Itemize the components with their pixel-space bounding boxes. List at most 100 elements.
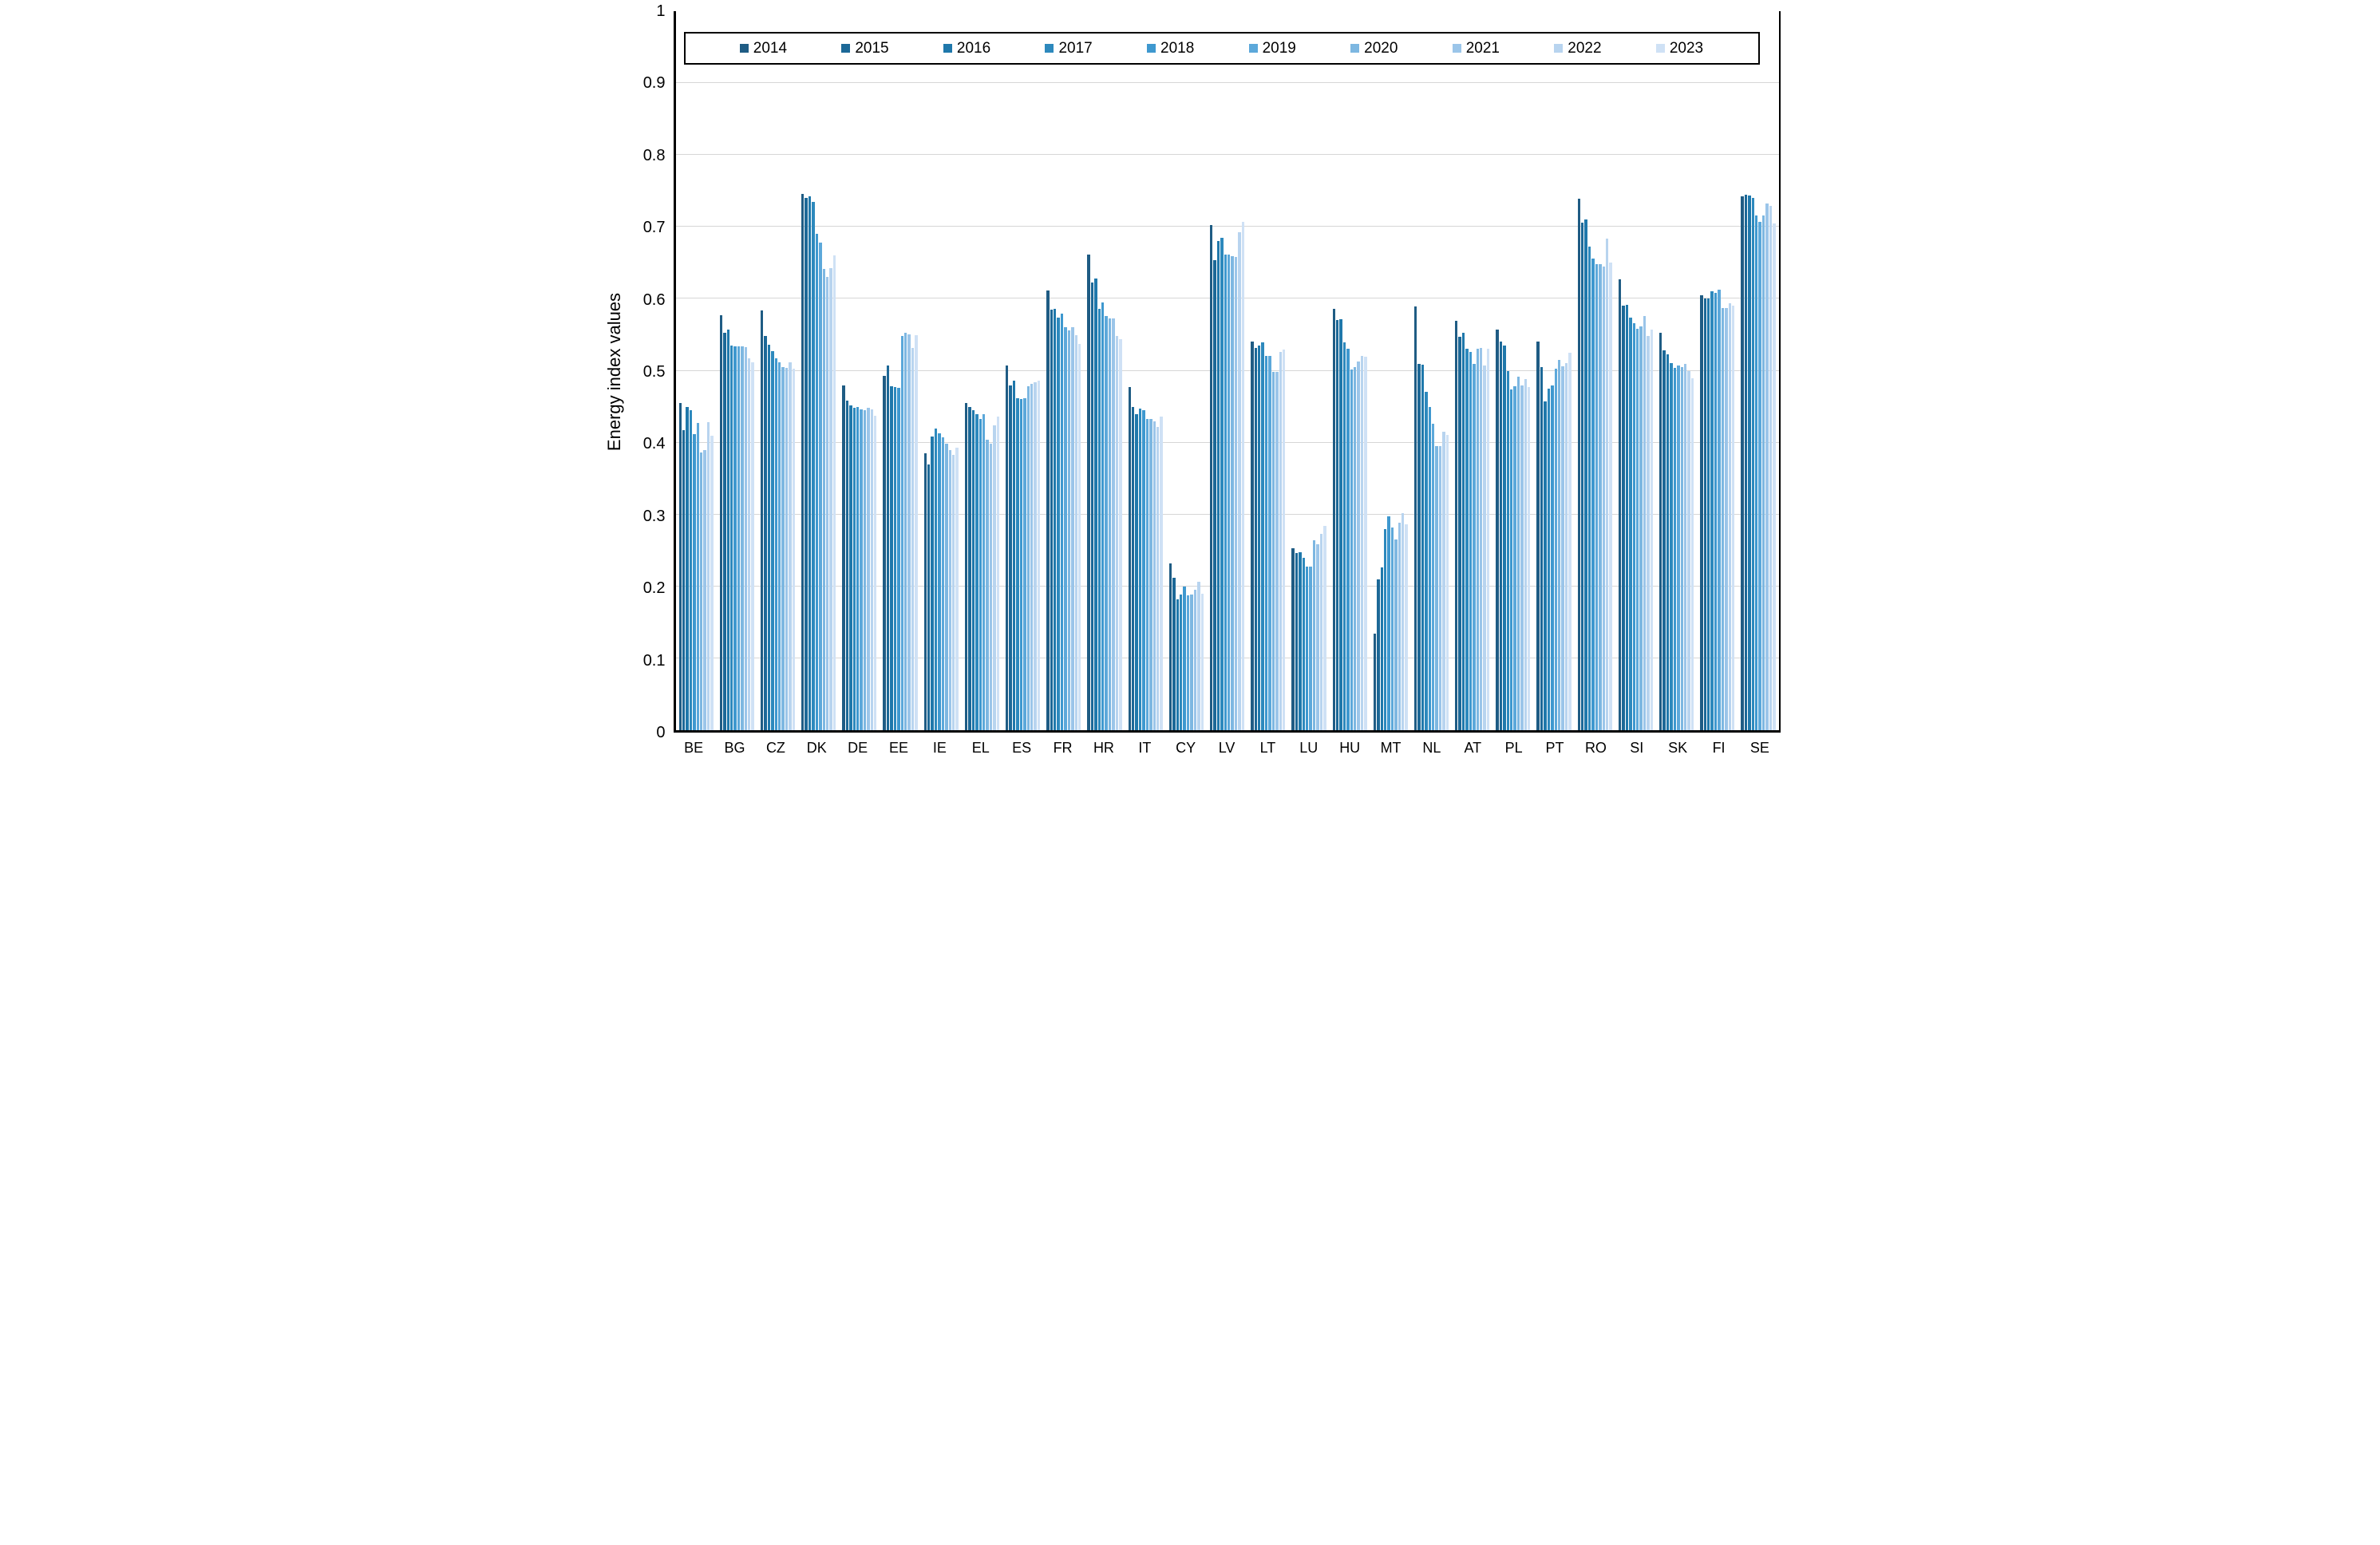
bar-group-hr — [1084, 11, 1125, 730]
bar-pt-2018 — [1551, 385, 1554, 730]
bar-el-2020 — [986, 440, 989, 730]
bar-fr-2021 — [1071, 326, 1074, 730]
bar-ie-2022 — [952, 454, 955, 730]
bar-bg-2016 — [726, 330, 729, 730]
bar-ro-2020 — [1599, 264, 1602, 730]
bar-si-2021 — [1643, 316, 1647, 730]
bar-group-si — [1615, 11, 1656, 730]
bar-it-2014 — [1128, 387, 1131, 730]
x-axis-label-at: AT — [1464, 740, 1482, 756]
bar-se-2021 — [1765, 203, 1769, 730]
bar-cz-2017 — [771, 351, 774, 730]
bar-lu-2019 — [1309, 567, 1312, 730]
bar-fi-2019 — [1718, 289, 1721, 730]
gridline — [675, 513, 1779, 515]
bar-fi-2016 — [1707, 298, 1710, 730]
legend-label-2020: 2020 — [1364, 39, 1398, 57]
x-axis-label-be: BE — [684, 740, 704, 756]
legend-swatch-2018 — [1147, 44, 1156, 53]
x-axis-label-bg: BG — [724, 740, 745, 756]
bar-lu-2014 — [1291, 548, 1295, 730]
bar-group-cz — [757, 11, 798, 730]
bar-el-2015 — [968, 407, 971, 730]
bar-be-2015 — [682, 430, 686, 730]
bar-de-2020 — [863, 410, 867, 730]
bar-nl-2020 — [1435, 446, 1438, 730]
legend-swatch-2014 — [739, 44, 749, 53]
bar-be-2016 — [686, 406, 689, 730]
bar-si-2022 — [1647, 336, 1650, 730]
legend-label-2014: 2014 — [753, 39, 788, 57]
bar-at-2022 — [1483, 366, 1486, 730]
bar-hu-2017 — [1342, 342, 1346, 730]
y-tick-label: 0.4 — [642, 435, 666, 453]
bar-pt-2015 — [1540, 367, 1544, 730]
plot-area: 2014 2015 2016 2017 2018 2019 2020 2021 2022 2023 — [673, 11, 1781, 733]
x-axis-label-mt: MT — [1380, 740, 1402, 756]
x-axis-label-hr: HR — [1093, 740, 1114, 756]
bar-hu-2015 — [1335, 320, 1339, 730]
legend-label-2021: 2021 — [1465, 39, 1500, 57]
bar-si-2019 — [1635, 329, 1639, 730]
bar-sk-2014 — [1659, 332, 1662, 730]
bar-nl-2021 — [1438, 446, 1442, 730]
bar-es-2015 — [1009, 385, 1012, 730]
bar-hu-2016 — [1339, 318, 1342, 730]
bar-nl-2017 — [1425, 391, 1428, 730]
bar-dk-2022 — [829, 267, 832, 730]
legend-swatch-2015 — [841, 44, 851, 53]
x-axis-label-ee: EE — [889, 740, 909, 756]
bar-lt-2020 — [1271, 372, 1275, 730]
bar-at-2017 — [1465, 348, 1469, 730]
bar-group-lu — [1288, 11, 1329, 730]
legend-item-2020: 2020 — [1350, 40, 1398, 57]
bar-group-sk — [1656, 11, 1697, 730]
gridline — [675, 585, 1779, 587]
y-axis: 1 0.9 0.8 0.7 0.6 0.5 0.4 0.3 0.2 0.1 0 — [632, 3, 674, 741]
x-axis-label-lu: LU — [1299, 740, 1318, 756]
legend-swatch-2023 — [1655, 44, 1665, 53]
bar-be-2021 — [703, 449, 706, 730]
x-axis-labels: BE BG CZ DK DE EE IE EL ES FR HR IT CY LV LT LU HU MT NL AT… — [674, 733, 1781, 769]
bars-layer — [676, 11, 1779, 730]
bar-mt-2015 — [1377, 579, 1380, 730]
bar-at-2018 — [1469, 352, 1473, 730]
bar-sk-2019 — [1677, 366, 1680, 730]
bar-fr-2017 — [1057, 317, 1060, 730]
y-axis-title-cell: Energy index values — [597, 11, 632, 733]
bar-se-2016 — [1748, 195, 1751, 730]
legend-label-2016: 2016 — [956, 39, 991, 57]
bar-lv-2014 — [1209, 224, 1213, 730]
x-axis-label-nl: NL — [1422, 740, 1441, 756]
x-axis-label-lt: LT — [1259, 740, 1276, 756]
bar-fr-2018 — [1060, 314, 1064, 730]
bar-be-2022 — [706, 422, 710, 730]
bar-cz-2015 — [764, 336, 767, 730]
bar-cy-2016 — [1176, 599, 1180, 730]
bar-bg-2014 — [719, 315, 723, 730]
legend-item-2015: 2015 — [841, 39, 889, 57]
bar-pl-2020 — [1516, 376, 1520, 730]
bar-it-2023 — [1160, 417, 1163, 730]
bar-group-el — [962, 11, 1002, 730]
bar-ro-2022 — [1606, 238, 1609, 730]
bar-be-2019 — [696, 423, 700, 730]
bar-hu-2021 — [1357, 361, 1360, 730]
bar-cz-2022 — [789, 362, 792, 730]
bar-el-2021 — [989, 444, 993, 730]
x-axis-label-sk: SK — [1668, 740, 1688, 756]
y-tick-label: 0.6 — [642, 290, 666, 309]
bar-dk-2014 — [801, 193, 805, 730]
bar-fr-2022 — [1074, 335, 1077, 730]
bar-nl-2016 — [1421, 365, 1425, 730]
bar-at-2015 — [1458, 337, 1461, 730]
legend-label-2015: 2015 — [855, 39, 889, 57]
bar-de-2016 — [849, 405, 852, 730]
bar-hr-2023 — [1119, 338, 1122, 730]
bar-at-2020 — [1476, 349, 1480, 730]
bar-dk-2021 — [826, 277, 829, 730]
bar-cz-2016 — [767, 345, 771, 730]
bar-hu-2022 — [1360, 356, 1364, 730]
bar-hr-2018 — [1101, 302, 1105, 730]
bar-fi-2023 — [1731, 305, 1735, 730]
